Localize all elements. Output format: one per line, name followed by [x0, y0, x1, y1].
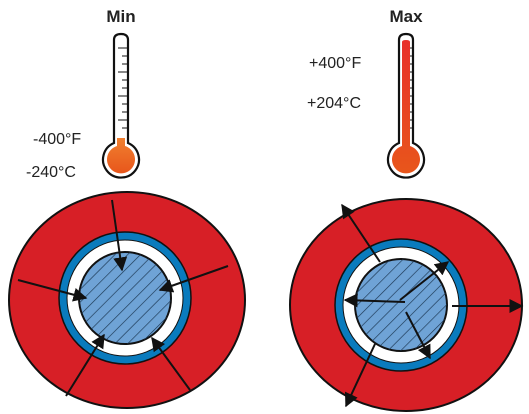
arrow-icon	[399, 261, 450, 301]
arrow-icon	[151, 336, 191, 391]
arrow-icon	[17, 279, 88, 302]
max-celsius-label: +204°C	[307, 95, 361, 112]
min-group: Min -400°F -240°C	[26, 7, 141, 181]
max-fahrenheit-label: +400°F	[309, 55, 361, 72]
min-celsius-label: -240°C	[26, 164, 76, 181]
arrow-icon	[343, 293, 406, 308]
max-heading: Max	[389, 7, 423, 26]
arrow-icon	[111, 199, 128, 272]
arrow-icon	[158, 265, 229, 293]
max-cable-cross-section	[289, 198, 524, 412]
arrow-icon	[65, 333, 105, 397]
arrow-icon	[405, 311, 431, 360]
min-fahrenheit-label: -400°F	[33, 131, 81, 148]
arrow-icon	[341, 203, 381, 263]
max-group: Max +400°F +204°C	[307, 7, 426, 179]
min-core-hatch	[79, 252, 171, 344]
min-cable-cross-section	[8, 191, 246, 409]
thermometer-low-icon	[101, 32, 141, 179]
max-mercury	[392, 40, 421, 174]
min-heading: Min	[106, 7, 135, 26]
min-mercury	[107, 138, 135, 174]
thermometer-high-icon	[386, 32, 426, 179]
arrow-icon	[344, 343, 376, 408]
